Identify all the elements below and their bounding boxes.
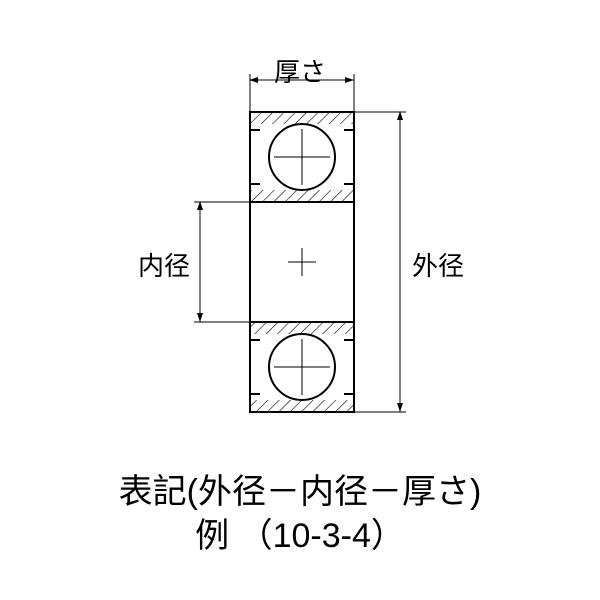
inner-diameter-label: 内径 xyxy=(138,246,190,283)
caption-line-2: 例 （10-3-4） xyxy=(0,514,600,558)
thickness-label: 厚さ xyxy=(274,52,326,89)
caption: 表記(外径－内径－厚さ)例 （10-3-4） xyxy=(0,470,600,558)
outer-diameter-label: 外径 xyxy=(412,246,464,283)
caption-line-1: 表記(外径－内径－厚さ) xyxy=(0,470,600,514)
